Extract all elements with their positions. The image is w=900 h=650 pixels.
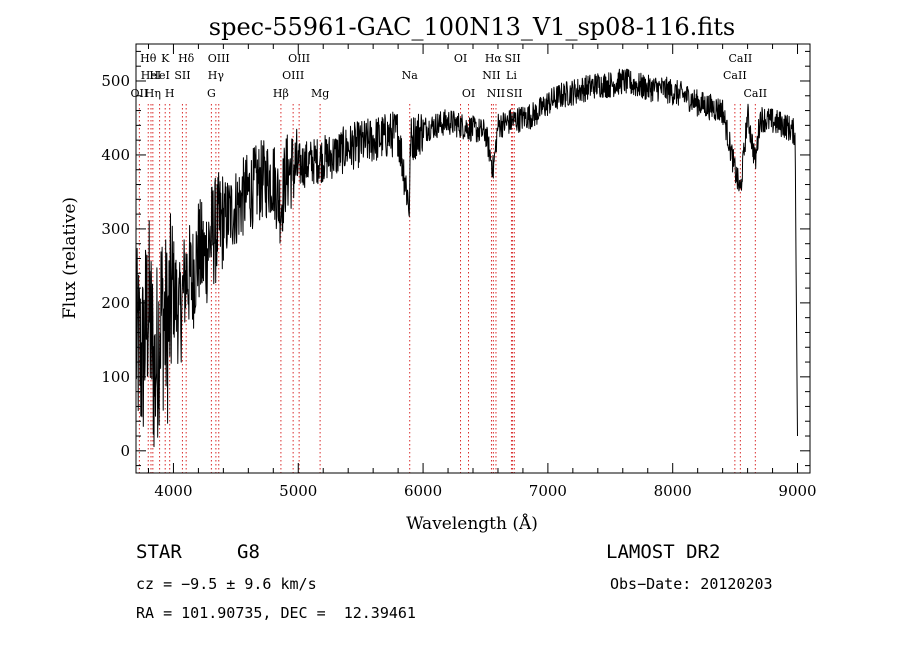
- line-label-8: Hδ: [178, 52, 195, 65]
- line-label-19: NII: [482, 69, 500, 82]
- x-tick-label-5: 9000: [778, 482, 816, 500]
- line-label-17: OI: [454, 52, 467, 65]
- y-tick-label-5: 500: [101, 72, 130, 90]
- line-label-5: K: [161, 52, 170, 65]
- chart-title: spec-55961-GAC_100N13_V1_sp08-116.fits: [209, 13, 735, 41]
- obs-date-label: Obs−Date: 20120203: [610, 575, 773, 593]
- line-label-14: OIII: [288, 52, 310, 65]
- y-tick-label-3: 300: [101, 220, 130, 238]
- line-label-26: CaII: [729, 52, 753, 65]
- x-tick-label-2: 6000: [404, 482, 442, 500]
- line-label-0: OII: [131, 87, 149, 100]
- axes: 4000 5000 6000 7000 8000 9000 0 100 200 300 400 500: [101, 44, 817, 500]
- coordinates-label: RA = 101.90735, DEC = 12.39461: [136, 604, 416, 622]
- line-label-24: SII: [506, 87, 522, 100]
- line-label-21: NII: [487, 87, 505, 100]
- line-label-22: Li: [506, 69, 517, 82]
- y-tick-label-2: 200: [101, 294, 130, 312]
- line-label-1: Hθ: [140, 52, 157, 65]
- line-label-13: OIII: [282, 69, 304, 82]
- line-label-23: SII: [504, 52, 520, 65]
- survey-label: LAMOST DR2: [606, 541, 721, 563]
- y-axis-label: Flux (relative): [60, 197, 80, 319]
- line-label-18: OI: [462, 87, 475, 100]
- object-class: STAR: [136, 541, 182, 563]
- y-tick-label-4: 400: [101, 146, 130, 164]
- x-tick-label-4: 8000: [654, 482, 692, 500]
- spectrum-line-0: [135, 68, 798, 448]
- y-tick-label-1: 100: [101, 368, 130, 386]
- line-label-12: Hβ: [273, 87, 289, 100]
- x-tick-label-1: 5000: [279, 482, 317, 500]
- y-tick-label-0: 0: [120, 442, 130, 460]
- line-label-15: Mg: [311, 87, 329, 100]
- line-label-9: G: [207, 87, 216, 100]
- line-label-6: H: [165, 87, 175, 100]
- line-label-2: HeI: [141, 69, 161, 82]
- x-tick-label-0: 4000: [154, 482, 192, 500]
- x-tick-label-3: 7000: [529, 482, 567, 500]
- line-label-16: Na: [402, 69, 419, 82]
- spectrum-series: [135, 68, 798, 448]
- line-label-10: Hγ: [208, 69, 225, 82]
- line-label-11: OIII: [208, 52, 230, 65]
- line-label-27: CaII: [743, 87, 767, 100]
- line-label-20: Hα: [485, 52, 503, 65]
- line-label-25: CaII: [723, 69, 747, 82]
- line-label-7: SII: [174, 69, 190, 82]
- x-axis-label: Wavelength (Å): [406, 513, 538, 534]
- object-subclass: G8: [237, 541, 260, 563]
- line-label-4: HeI: [149, 69, 169, 82]
- redshift-label: cz = −9.5 ± 9.6 km/s: [136, 575, 317, 593]
- line-label-3: Hη: [145, 87, 161, 100]
